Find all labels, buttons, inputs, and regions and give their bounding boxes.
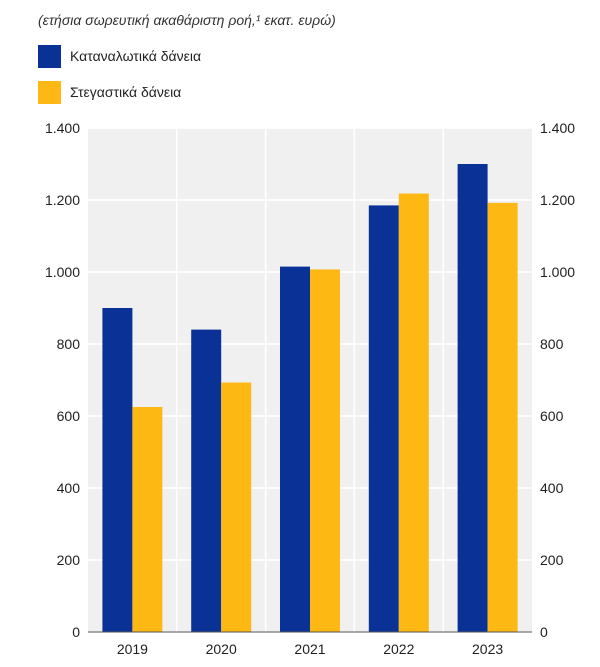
y-tick-label-right: 600 (540, 408, 564, 424)
legend: Καταναλωτικά δάνεια Στεγαστικά δάνεια (38, 44, 201, 116)
y-tick-label-left: 1.400 (45, 120, 80, 136)
y-tick-label-left: 600 (57, 408, 81, 424)
bar-consumer-2023 (457, 164, 488, 632)
y-tick-label-right: 400 (540, 480, 564, 496)
y-tick-label-left: 1.200 (45, 192, 80, 208)
y-tick-label-right: 800 (540, 336, 564, 352)
bar-consumer-2021 (280, 266, 310, 632)
legend-label-housing: Στεγαστικά δάνεια (70, 84, 182, 100)
x-tick-label: 2022 (383, 641, 414, 657)
bar-housing-2022 (398, 193, 429, 632)
bar-consumer-2019 (102, 308, 133, 632)
x-tick-label: 2021 (294, 641, 325, 657)
y-tick-label-right: 1.200 (540, 192, 575, 208)
legend-item-housing: Στεγαστικά δάνεια (38, 80, 201, 104)
y-tick-label-right: 0 (540, 624, 548, 640)
y-tick-label-right: 200 (540, 552, 564, 568)
x-tick-label: 2019 (117, 641, 148, 657)
bar-housing-2020 (221, 382, 252, 632)
chart-subtitle: (ετήσια σωρευτική ακαθάριστη ροή,¹ εκατ.… (38, 12, 336, 28)
x-tick-label: 2020 (206, 641, 237, 657)
legend-swatch-consumer (38, 44, 61, 68)
y-tick-label-left: 0 (72, 624, 80, 640)
bar-housing-2023 (487, 202, 518, 632)
y-tick-label-right: 1.400 (540, 120, 575, 136)
y-tick-label-right: 1.000 (540, 264, 575, 280)
y-tick-label-left: 1.000 (45, 264, 80, 280)
bar-housing-2021 (310, 269, 340, 632)
legend-label-consumer: Καταναλωτικά δάνεια (70, 48, 202, 64)
bar-housing-2019 (132, 407, 163, 632)
y-tick-label-left: 800 (57, 336, 81, 352)
y-tick-label-left: 200 (57, 552, 81, 568)
legend-swatch-housing (38, 80, 61, 104)
y-tick-label-left: 400 (57, 480, 81, 496)
x-tick-label: 2023 (472, 641, 503, 657)
bar-consumer-2020 (191, 329, 222, 632)
legend-item-consumer: Καταναλωτικά δάνεια (38, 44, 201, 68)
bar-consumer-2022 (368, 205, 399, 632)
